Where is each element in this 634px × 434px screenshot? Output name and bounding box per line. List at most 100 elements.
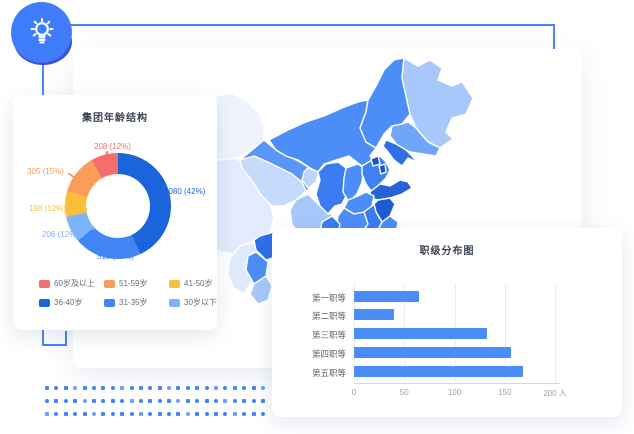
dot <box>45 412 49 416</box>
dot <box>148 412 153 416</box>
age-chart-title: 集团年龄结构 <box>82 113 148 124</box>
connector-line-top-vertical <box>553 24 555 51</box>
dot <box>54 412 59 416</box>
x-axis-tick-label: 50 <box>399 388 409 397</box>
dot <box>185 386 190 390</box>
legend-label: 30岁以下 <box>184 298 217 307</box>
dot <box>185 412 190 416</box>
dot <box>129 399 134 403</box>
dot <box>232 386 237 390</box>
dot <box>260 386 265 390</box>
bar-category-label: 第五职等 <box>311 367 346 378</box>
legend-swatch <box>39 298 50 307</box>
dot <box>214 412 219 416</box>
legend-label: 41-50岁 <box>184 279 213 288</box>
legend-swatch <box>169 279 180 288</box>
dot <box>120 386 125 390</box>
dot <box>101 399 106 403</box>
level-bar-plot: 0 50 100 150 200 人 第一职等 第二职等 第三职等 第四职等 第五职等 <box>312 284 567 398</box>
donut-label-36-40: 1080 (42%) <box>164 187 206 196</box>
lightbulb-icon <box>11 2 72 63</box>
x-axis-tick-label: 200 人 <box>543 389 567 398</box>
dot <box>73 386 78 390</box>
dot <box>138 386 143 390</box>
legend-label: 51-59岁 <box>119 279 148 288</box>
dot <box>157 399 162 403</box>
legend-item: 60岁及以上 <box>39 278 97 289</box>
dot <box>45 399 49 403</box>
grid-line <box>555 284 556 383</box>
dot <box>63 386 68 390</box>
dot <box>129 412 134 416</box>
donut-leader-line <box>73 208 87 210</box>
dot <box>195 386 200 390</box>
dot <box>176 399 181 403</box>
dot <box>167 399 172 403</box>
dot <box>101 412 106 416</box>
dot <box>251 412 256 416</box>
age-structure-card: 集团年龄结构 1080 (42%) 518 (30%) 206 (12%) 19… <box>13 95 217 330</box>
dot <box>214 399 219 403</box>
dot <box>176 386 181 390</box>
dot <box>91 412 96 416</box>
legend-swatch <box>104 279 115 288</box>
dot <box>214 386 219 390</box>
dot <box>54 399 59 403</box>
dot <box>101 386 106 390</box>
dot <box>195 399 200 403</box>
dot <box>251 399 256 403</box>
bar-fill <box>354 346 511 358</box>
dot <box>204 412 209 416</box>
dot <box>167 386 172 390</box>
dot <box>242 386 247 390</box>
donut-label-over-60: 208 (12%) <box>94 142 131 151</box>
dot <box>138 399 143 403</box>
dot <box>185 399 190 403</box>
dot-grid-decoration <box>45 386 265 416</box>
dot <box>195 412 200 416</box>
dot <box>73 399 78 403</box>
dot <box>204 399 209 403</box>
age-chart-legend: 60岁及以上 51-59岁 41-50岁 36-40岁 31-35岁 30岁以下 <box>39 278 227 308</box>
dot <box>242 412 247 416</box>
connector-line-left-hook <box>65 331 67 346</box>
bar-row: 第二职等 <box>312 309 555 321</box>
legend-item: 31-35岁 <box>104 297 162 308</box>
level-chart-title: 职级分布图 <box>419 246 475 257</box>
dot <box>82 386 87 390</box>
dot <box>232 412 237 416</box>
grid-line <box>504 284 506 383</box>
dot <box>110 399 115 403</box>
dot <box>138 412 143 416</box>
legend-swatch <box>169 298 180 307</box>
dot <box>110 412 115 416</box>
dot <box>91 399 96 403</box>
bar-fill <box>354 309 395 321</box>
x-axis-tick-label: 0 <box>351 388 357 397</box>
hero-badge <box>8 0 78 70</box>
dot <box>223 412 228 416</box>
bar-fill <box>354 328 487 340</box>
bar-category-label: 第一职等 <box>311 292 346 303</box>
dot <box>204 386 209 390</box>
x-axis-tick-label: 100 <box>447 388 462 397</box>
dot <box>82 399 87 403</box>
dot <box>148 386 153 390</box>
legend-swatch <box>104 298 115 307</box>
dot <box>45 386 49 390</box>
donut-label-41-50: 198 (12%) <box>29 204 66 213</box>
bar-row: 第五职等 <box>312 365 555 378</box>
dot <box>63 399 68 403</box>
bar-category-label: 第三职等 <box>311 330 346 341</box>
legend-item: 41-50岁 <box>169 278 227 289</box>
dot <box>223 399 228 403</box>
donut-label-51-59: 305 (15%) <box>27 167 64 176</box>
legend-item: 51-59岁 <box>104 278 162 289</box>
dot <box>260 399 265 403</box>
dot <box>120 399 125 403</box>
dot <box>223 386 228 390</box>
legend-label: 31-35岁 <box>119 298 148 307</box>
dot <box>129 386 134 390</box>
donut-label-31-35: 518 (30%) <box>97 252 134 261</box>
